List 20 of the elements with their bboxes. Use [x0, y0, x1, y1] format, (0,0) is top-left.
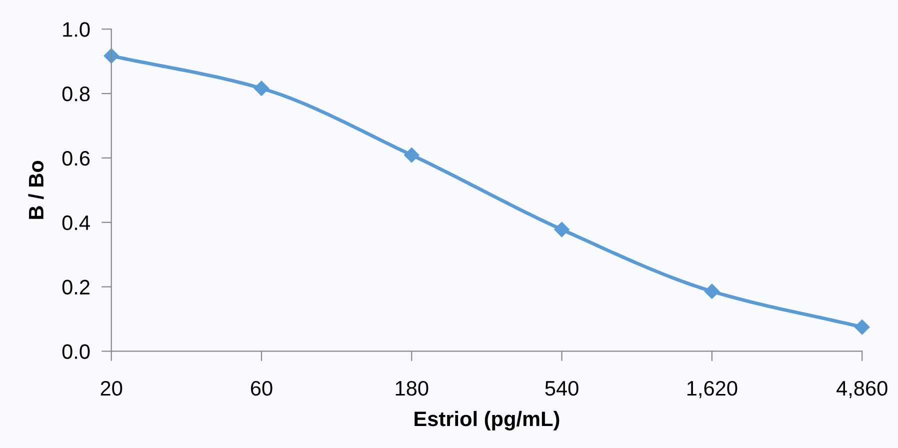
point — [404, 147, 420, 163]
y-tick-label: 0.0 — [62, 344, 90, 359]
y-tick-label: 0.4 — [62, 215, 90, 230]
y-tick-label: 0.8 — [62, 86, 90, 102]
x-tick-label: 540 — [545, 380, 578, 396]
x-tick-label: 4,860 — [836, 380, 888, 398]
y-tick-label: 0.6 — [62, 150, 90, 166]
y-axis-title: B / Bo — [28, 160, 44, 219]
x-tick-label: 20 — [100, 380, 122, 396]
point — [554, 222, 570, 238]
point — [854, 320, 870, 335]
x-axis-title: Estriol (pg/mL) — [414, 410, 560, 430]
x-tick-label: 1,620 — [687, 380, 738, 398]
y-tick-label: 1.0 — [63, 22, 90, 37]
point — [704, 284, 720, 299]
point — [104, 48, 119, 64]
x-tick-label: 180 — [396, 380, 428, 396]
x-tick-label: 60 — [250, 380, 272, 396]
point — [254, 80, 270, 96]
y-tick-label: 0.2 — [62, 280, 90, 295]
